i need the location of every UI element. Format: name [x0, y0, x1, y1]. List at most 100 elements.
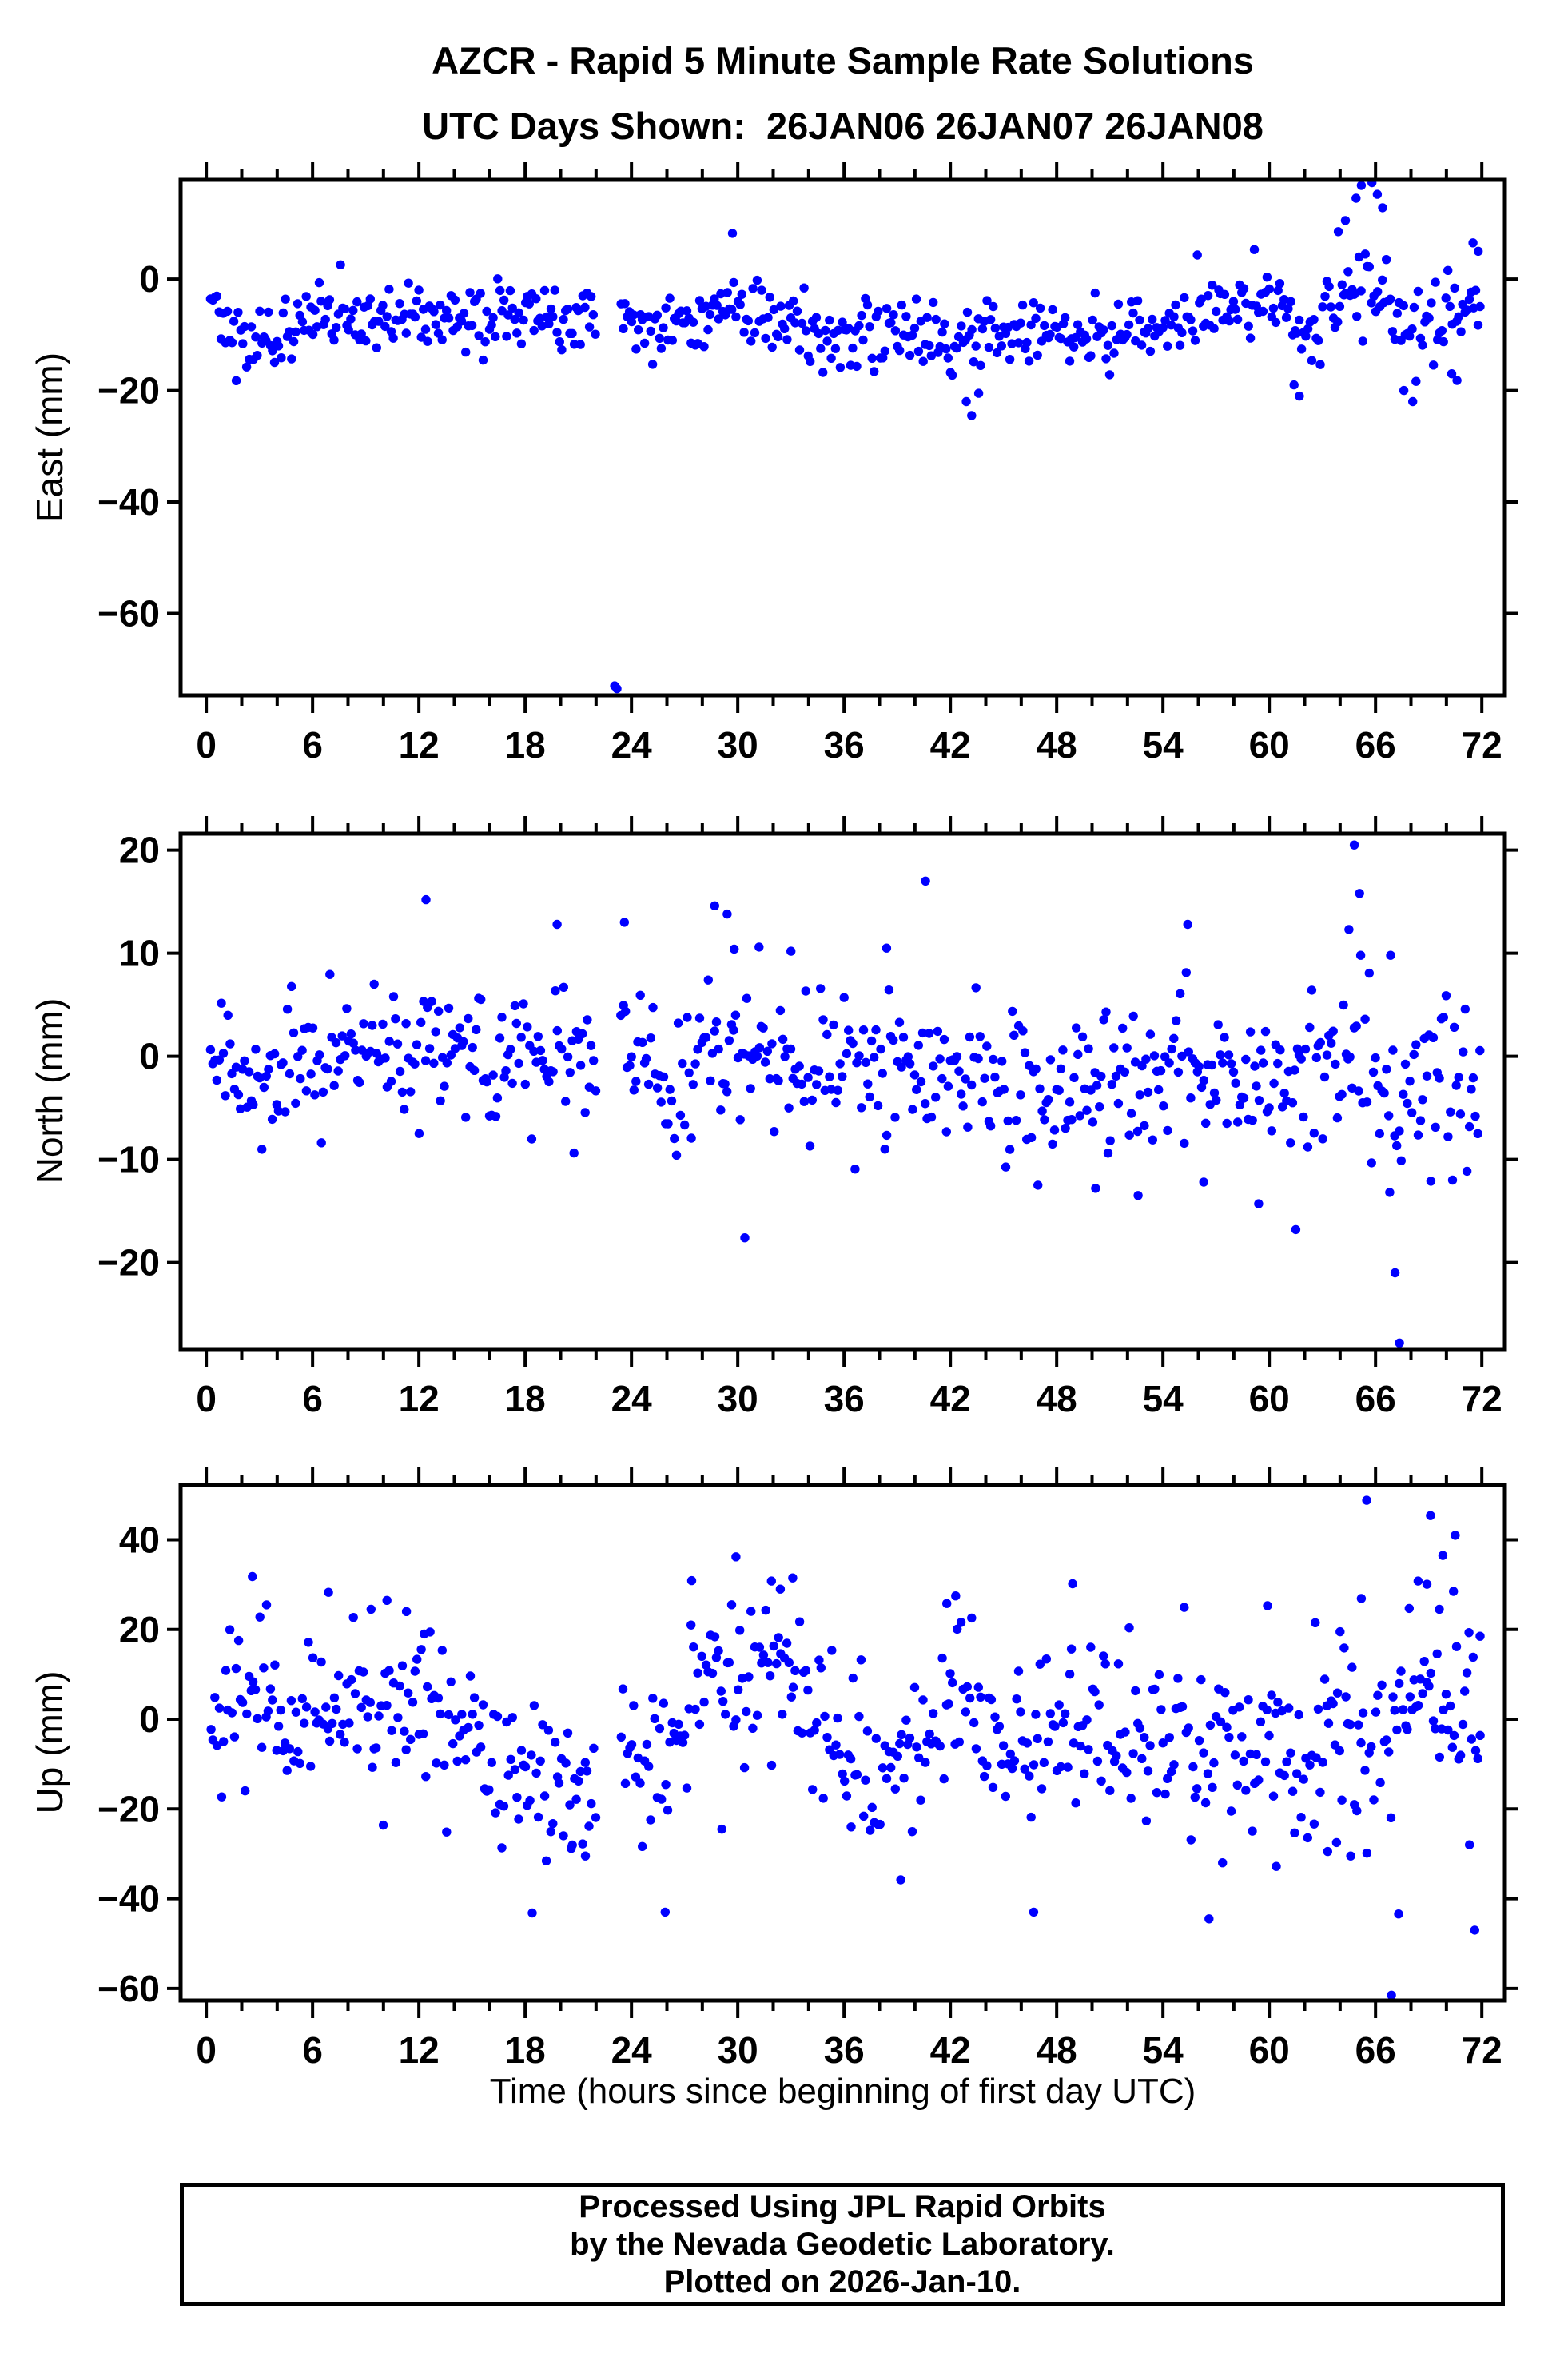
x-axis-title: Time (hours since beginning of first day… — [489, 2072, 1196, 2111]
data-point — [627, 1740, 637, 1750]
data-point — [474, 1720, 484, 1730]
data-point — [1175, 340, 1185, 350]
data-point — [512, 328, 522, 338]
data-point — [1103, 1149, 1113, 1158]
data-point — [1208, 281, 1217, 290]
data-point — [387, 1726, 396, 1735]
data-point — [878, 353, 888, 363]
data-point — [324, 295, 335, 305]
data-point — [1140, 1121, 1149, 1131]
data-point — [1464, 1628, 1474, 1638]
data-point — [782, 1638, 792, 1648]
data-point — [575, 1766, 586, 1777]
data-point — [1177, 328, 1187, 337]
data-point — [412, 1040, 422, 1049]
data-point — [825, 315, 834, 325]
data-point — [1011, 1116, 1021, 1125]
data-point — [589, 1056, 599, 1065]
data-point — [238, 339, 248, 348]
data-point — [663, 1806, 673, 1815]
data-point — [1005, 355, 1015, 364]
data-point — [882, 1774, 892, 1783]
data-point — [257, 1145, 267, 1154]
data-point — [492, 1093, 503, 1103]
data-point — [1069, 1738, 1079, 1748]
data-point — [1065, 1097, 1075, 1107]
data-point-outlier — [722, 909, 732, 919]
data-point — [291, 327, 300, 336]
data-point — [1354, 1086, 1363, 1096]
data-point — [476, 289, 485, 298]
data-point — [575, 1061, 586, 1070]
data-point — [971, 1744, 981, 1754]
data-point-outlier — [951, 1591, 961, 1601]
data-point — [491, 1112, 501, 1121]
data-point — [427, 997, 436, 1006]
data-point — [591, 1086, 601, 1096]
data-point — [943, 353, 953, 363]
data-point-outlier — [552, 919, 562, 930]
data-point — [1148, 314, 1157, 324]
data-point — [766, 1760, 777, 1770]
data-point-outlier — [973, 388, 984, 398]
data-point — [1056, 1762, 1066, 1772]
data-point — [1296, 1813, 1306, 1822]
data-point — [1290, 1828, 1299, 1837]
data-point — [1367, 1742, 1376, 1752]
data-point — [1111, 1071, 1121, 1081]
data-point — [457, 1710, 467, 1719]
data-point — [674, 1719, 683, 1729]
data-point — [1413, 1701, 1423, 1710]
data-point — [716, 1105, 726, 1115]
data-point — [742, 1706, 751, 1717]
data-point — [270, 1660, 280, 1670]
data-point — [656, 344, 667, 353]
data-point — [582, 1766, 592, 1776]
x-tick-label: 12 — [399, 2029, 440, 2071]
data-point — [1220, 1033, 1229, 1042]
data-point — [240, 321, 249, 332]
data-point — [1120, 1727, 1130, 1737]
data-point — [871, 1025, 881, 1035]
data-point — [1254, 1775, 1264, 1785]
data-point — [1201, 1118, 1211, 1128]
data-point — [1349, 289, 1359, 299]
data-point — [348, 305, 358, 315]
data-point — [571, 1794, 581, 1804]
data-point — [1415, 333, 1426, 344]
data-point — [465, 288, 475, 297]
data-point — [372, 343, 381, 352]
x-tick-label: 54 — [1143, 1378, 1184, 1419]
data-point — [406, 1087, 416, 1097]
x-tick-label: 30 — [718, 2029, 758, 2071]
data-point — [393, 1713, 403, 1722]
data-point — [1382, 1065, 1391, 1074]
data-point — [1327, 1038, 1336, 1048]
data-point — [1177, 1702, 1188, 1711]
data-point — [1220, 289, 1230, 299]
data-point — [314, 277, 324, 288]
data-point — [816, 344, 826, 353]
data-point — [784, 1103, 794, 1113]
data-point — [1286, 297, 1295, 306]
data-point — [382, 1701, 392, 1710]
data-point — [778, 1034, 788, 1044]
data-point — [1411, 376, 1421, 386]
data-point — [408, 1698, 418, 1707]
data-point — [805, 1141, 815, 1151]
data-point — [1001, 1162, 1011, 1172]
data-point — [372, 1743, 381, 1753]
data-point — [1026, 1812, 1036, 1822]
data-point — [514, 308, 523, 317]
data-point-outlier — [1438, 1551, 1448, 1560]
data-point — [388, 992, 399, 1001]
data-point-outlier — [1356, 181, 1367, 190]
data-point-outlier — [1385, 1188, 1395, 1197]
data-point — [1450, 1022, 1459, 1032]
data-point — [1418, 1689, 1427, 1698]
data-point — [334, 1670, 344, 1681]
data-point-outlier — [1387, 1990, 1396, 2000]
data-point — [814, 1066, 824, 1076]
data-point — [1160, 1789, 1170, 1799]
data-point — [1249, 245, 1260, 254]
